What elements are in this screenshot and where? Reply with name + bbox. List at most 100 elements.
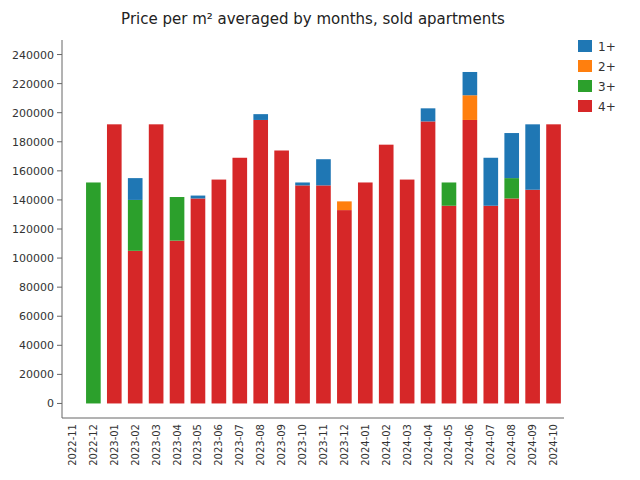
bar-segment: [358, 182, 373, 183]
bar-segment: [358, 182, 373, 183]
legend: 1+2+3+4+: [578, 40, 616, 114]
y-tick: [57, 374, 62, 375]
bar-segment: [149, 124, 164, 125]
bar-segment: [546, 124, 561, 125]
bar-segment: [232, 157, 247, 158]
x-tick-label: 2023-01: [109, 424, 120, 466]
bar-segment: [232, 158, 247, 404]
y-tick: [57, 170, 62, 171]
bar-segment: [463, 95, 478, 120]
y-tick: [57, 141, 62, 142]
bar-segment: [442, 182, 457, 183]
bar-segment: [274, 150, 289, 151]
bar-segment: [253, 120, 268, 404]
bar-segment: [191, 198, 206, 403]
y-tick: [57, 54, 62, 55]
x-tick-label: 2024-02: [381, 424, 392, 466]
x-tick-label: 2024-01: [360, 424, 371, 466]
bar-segment: [65, 403, 80, 404]
bar-segment: [400, 179, 415, 180]
bar-segment: [337, 201, 352, 210]
bar-segment: [107, 124, 122, 125]
bar-segment: [191, 196, 206, 199]
x-tick-label: 2023-12: [339, 424, 350, 466]
legend-swatch: [578, 80, 592, 92]
bar-segment: [170, 241, 185, 404]
bar-segment: [379, 144, 394, 145]
y-tick: [57, 229, 62, 230]
bar-segment: [463, 120, 478, 404]
x-tick-label: 2024-07: [485, 424, 496, 466]
bar-segment: [86, 182, 101, 183]
bar-segment: [379, 144, 394, 145]
bar-segment: [128, 200, 143, 251]
bar-segment: [295, 185, 310, 403]
y-tick: [57, 345, 62, 346]
bar-segment: [400, 180, 415, 404]
x-tick-label: 2024-05: [443, 424, 454, 466]
bar-segment: [86, 182, 101, 183]
bar-segment: [525, 190, 540, 404]
y-tick-label: 100000: [12, 252, 54, 265]
bar-segment: [170, 197, 185, 241]
y-tick: [57, 258, 62, 259]
bar-segment: [442, 182, 457, 205]
y-tick: [57, 287, 62, 288]
bar-segment: [400, 179, 415, 180]
y-tick: [57, 199, 62, 200]
bar-segment: [149, 124, 164, 125]
bar-segment: [546, 124, 561, 125]
bar-segment: [170, 197, 185, 198]
x-tick-label: 2024-08: [506, 424, 517, 466]
x-axis: 2022-112022-122023-012023-022023-032023-…: [67, 424, 559, 466]
bar-segment: [504, 198, 519, 403]
bar-segment: [253, 114, 268, 120]
bar-segment: [65, 403, 80, 404]
bar-segment: [212, 180, 227, 404]
x-tick-label: 2024-04: [423, 424, 434, 466]
x-tick-label: 2023-11: [318, 424, 329, 466]
y-tick-label: 60000: [19, 310, 54, 323]
bar-segment: [128, 178, 143, 200]
y-tick-label: 80000: [19, 281, 54, 294]
bar-segment: [546, 124, 561, 125]
y-tick-label: 20000: [19, 368, 54, 381]
y-tick: [57, 83, 62, 84]
y-tick-label: 240000: [12, 49, 54, 62]
y-tick-label: 160000: [12, 165, 54, 178]
bar-segment: [128, 251, 143, 404]
bar-segment: [212, 179, 227, 180]
bar-segment: [421, 108, 436, 121]
x-tick-label: 2023-06: [213, 424, 224, 466]
bar-segment: [337, 201, 352, 202]
bar-segment: [379, 145, 394, 404]
x-tick-label: 2023-07: [234, 424, 245, 466]
bar-segment: [400, 179, 415, 180]
bar-segment: [442, 206, 457, 404]
bar-segment: [379, 144, 394, 145]
x-tick-label: 2022-12: [88, 424, 99, 466]
bar-segment: [463, 72, 478, 95]
bar-segment: [504, 133, 519, 178]
x-tick-label: 2023-10: [297, 424, 308, 466]
y-tick-label: 140000: [12, 194, 54, 207]
bar-segment: [337, 210, 352, 403]
bar-segment: [483, 158, 498, 206]
bar-segment: [212, 179, 227, 180]
bar-segment: [86, 182, 101, 403]
legend-label: 2+: [598, 60, 616, 74]
legend-label: 1+: [598, 40, 616, 54]
bar-segment: [107, 124, 122, 125]
y-tick-label: 0: [47, 397, 54, 410]
bar-segment: [274, 150, 289, 403]
chart: Price per m² averaged by months, sold ap…: [0, 0, 640, 480]
bar-segment: [149, 124, 164, 403]
bar-segment: [170, 197, 185, 198]
y-tick: [57, 316, 62, 317]
legend-swatch: [578, 40, 592, 52]
bar-segment: [295, 182, 310, 185]
legend-swatch: [578, 100, 592, 112]
bar-segment: [65, 403, 80, 404]
title: Price per m² averaged by months, sold ap…: [121, 10, 505, 28]
bar-segment: [65, 403, 80, 404]
